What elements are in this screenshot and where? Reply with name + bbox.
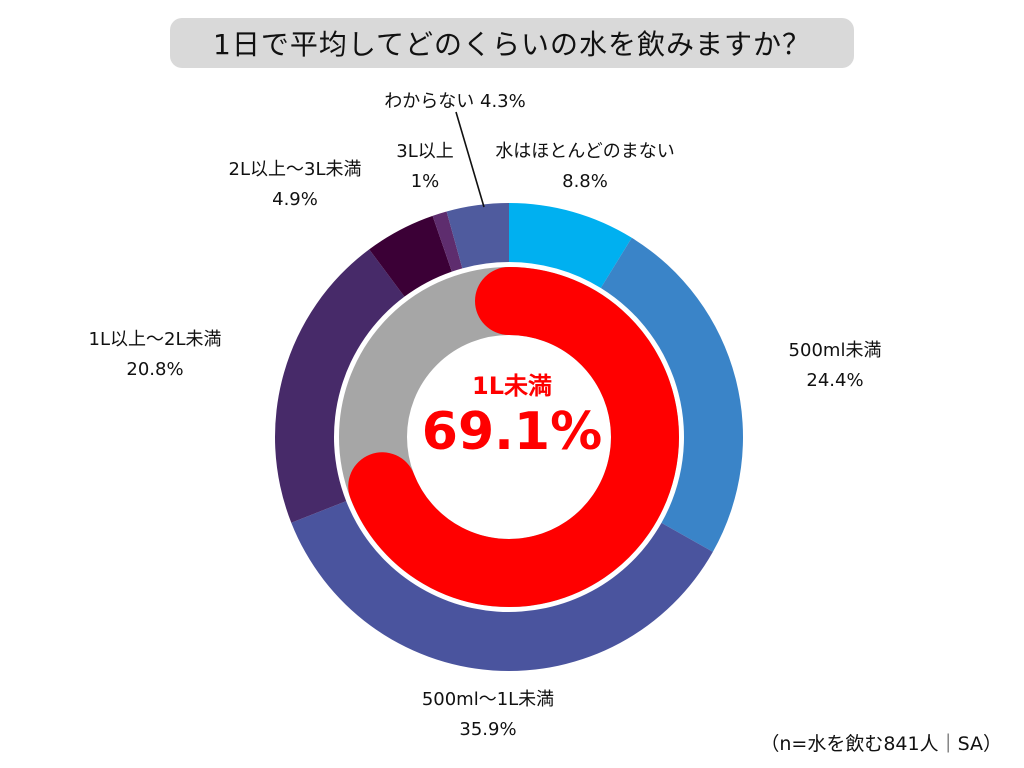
- label-name: 500ml未満: [788, 340, 882, 361]
- label-value: 8.8%: [562, 171, 608, 192]
- label-500ml-miman: 500ml未満 24.4%: [755, 336, 915, 396]
- label-name: 500ml〜1L未満: [421, 689, 555, 710]
- inner-slice-1l-miman: [348, 267, 679, 607]
- outer-slice-6: [432, 211, 463, 272]
- label-name: 2L以上〜3L未満: [228, 159, 362, 180]
- label-name: 水はほとんどのまない: [495, 141, 675, 162]
- outer-slice-3: [291, 501, 713, 672]
- label-value: 35.9%: [459, 719, 517, 740]
- outer-ring: [275, 203, 743, 672]
- chart-title: 1日で平均してどのくらいの水を飲みますか？: [213, 28, 811, 61]
- label-value: 4.3%: [480, 91, 526, 112]
- label-name: 3L以上: [396, 141, 454, 162]
- label-name: 1L以上〜2L未満: [88, 329, 222, 350]
- label-500ml-1l: 500ml〜1L未満 35.9%: [378, 685, 598, 745]
- leader-line-wakaranai: [455, 111, 485, 208]
- title-box: 1日で平均してどのくらいの水を飲みますか？: [170, 18, 854, 68]
- label-wakaranai: わからない 4.3%: [345, 87, 565, 117]
- outer-slice-7: [446, 203, 509, 269]
- label-value: 1%: [410, 171, 440, 192]
- label-name: わからない: [384, 91, 475, 112]
- label-3l-ijou: 3L以上 1%: [380, 137, 470, 197]
- sample-note: （n=水を飲む841人｜SA）: [760, 733, 1002, 755]
- outer-slice-4: [275, 249, 405, 523]
- outer-slice-2: [600, 237, 743, 552]
- label-value: 24.4%: [806, 370, 864, 391]
- label-1l-2l: 1L以上〜2L未満 20.8%: [45, 325, 265, 385]
- inner-ring: [339, 267, 679, 607]
- label-value: 20.8%: [126, 359, 184, 380]
- center-label-value: 69.1%: [421, 402, 603, 462]
- center-label-name: 1L未満: [472, 372, 552, 400]
- label-value: 4.9%: [272, 189, 318, 210]
- outer-slice-1: [509, 203, 632, 289]
- label-2l-3l: 2L以上〜3L未満 4.9%: [185, 155, 405, 215]
- label-mizu-hotondo: 水はほとんどのまない 8.8%: [470, 137, 700, 197]
- outer-slice-5: [369, 215, 452, 297]
